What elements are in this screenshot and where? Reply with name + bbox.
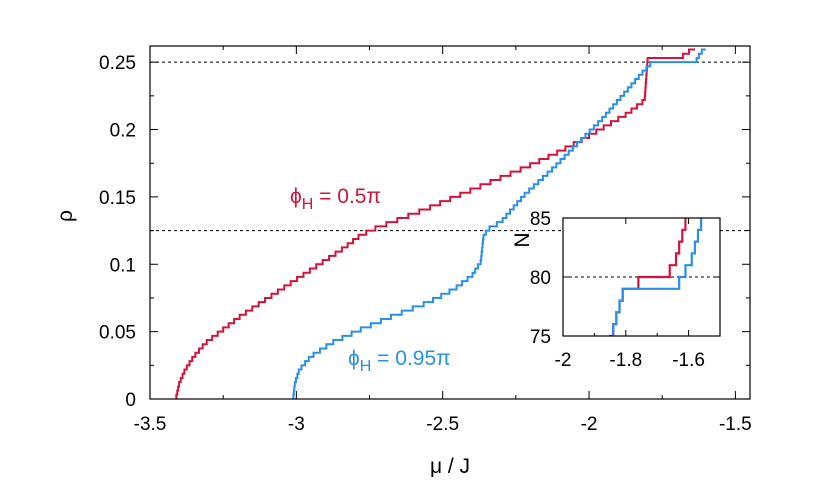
x-tick-label: -2: [581, 414, 598, 435]
y-tick-label: 0: [125, 390, 136, 411]
series-line-0: [175, 48, 696, 399]
inset-y-tick-label: 75: [530, 327, 551, 348]
y-tick-label: 0.1: [110, 255, 136, 276]
inset-x-tick-label: -1.6: [672, 350, 705, 371]
series-line-1: [292, 48, 706, 399]
inset-plot: -2 -1.8 -1.6 75 80 85 N: [511, 209, 721, 371]
inset-ticks: -2 -1.8 -1.6 75 80 85: [530, 209, 721, 371]
y-tick-label: 0.25: [99, 53, 136, 74]
x-tick-label: -2.5: [426, 414, 459, 435]
series-label-0.5pi: ϕH = 0.5π: [290, 185, 381, 213]
y-tick-label: 0.15: [99, 188, 136, 209]
inset-series-group: [609, 218, 703, 336]
y-axis-title: ρ: [54, 210, 77, 222]
inset-x-tick-label: -2: [555, 350, 572, 371]
y-tick-label: 0.05: [99, 323, 136, 344]
x-tick-label: -3.5: [134, 414, 167, 435]
series-label-0.95pi: ϕH = 0.95π: [348, 347, 451, 375]
inset-x-tick-label: -1.8: [609, 350, 642, 371]
x-tick-label: -3: [288, 414, 305, 435]
main-ticks: -3.5 -3 -2.5 -2 -1.5 0 0.05 0.1 0.15 0.2 0.25: [99, 46, 752, 435]
plot-frame: [149, 45, 751, 400]
inset-y-tick-label: 85: [530, 209, 551, 230]
reference-lines: [150, 61, 750, 232]
inset-y-tick-label: 80: [530, 268, 551, 289]
x-tick-label: -1.5: [719, 414, 752, 435]
inset-series-line-1: [609, 218, 703, 336]
main-series-group: [175, 48, 706, 399]
y-tick-label: 0.2: [110, 121, 136, 142]
x-axis-title: μ / J: [430, 455, 470, 478]
inset-frame: [562, 217, 721, 337]
inset-y-axis-title: N: [511, 232, 534, 247]
